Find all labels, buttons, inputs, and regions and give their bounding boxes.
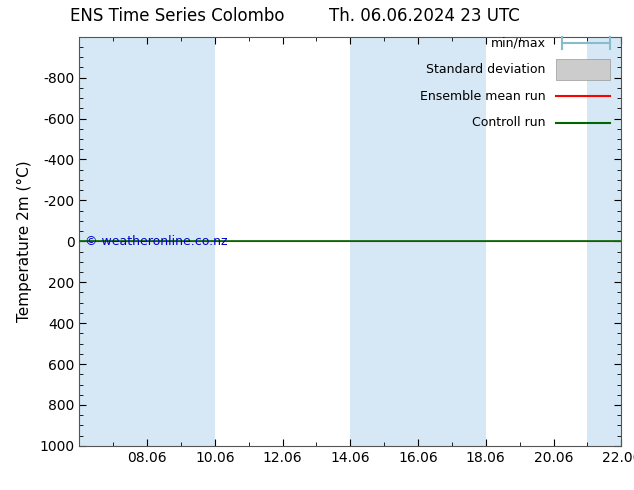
- Bar: [79, 37, 147, 446]
- Text: ENS Time Series Colombo: ENS Time Series Colombo: [70, 7, 285, 25]
- Text: Controll run: Controll run: [472, 116, 545, 129]
- Y-axis label: Temperature 2m (°C): Temperature 2m (°C): [17, 161, 32, 322]
- Bar: [556, 59, 611, 80]
- Text: min/max: min/max: [491, 36, 545, 49]
- Bar: [147, 37, 215, 446]
- Bar: [588, 37, 621, 446]
- Text: Standard deviation: Standard deviation: [426, 63, 545, 76]
- Text: © weatheronline.co.nz: © weatheronline.co.nz: [85, 235, 227, 248]
- Text: Ensemble mean run: Ensemble mean run: [420, 90, 545, 102]
- Text: Th. 06.06.2024 23 UTC: Th. 06.06.2024 23 UTC: [330, 7, 520, 25]
- Bar: [418, 37, 486, 446]
- Bar: [350, 37, 418, 446]
